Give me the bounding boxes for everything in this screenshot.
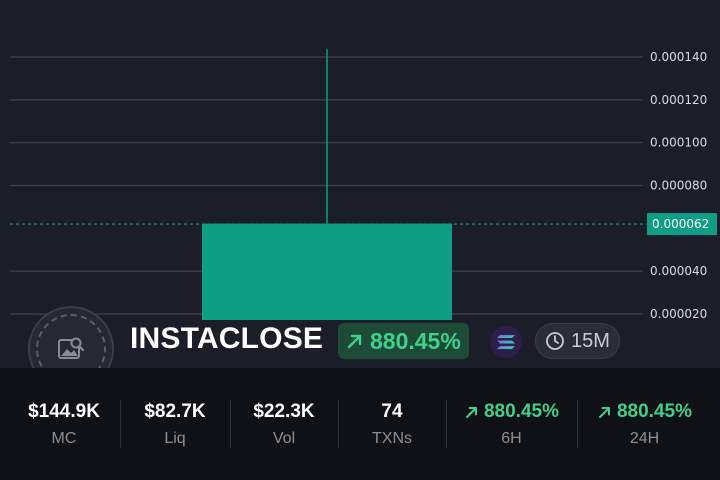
y-tick-label: 0.000040 (650, 264, 707, 278)
divider (230, 400, 231, 448)
y-tick-label: 0.000140 (650, 50, 707, 64)
interval-selector[interactable]: 15M (535, 323, 620, 359)
stat-market-cap: $144.9K MC (8, 400, 120, 450)
y-tick-label: 0.000080 (650, 179, 707, 193)
stat-label: Vol (272, 430, 296, 447)
arrow-up-right-icon (347, 334, 362, 349)
token-name: INSTACLOSE (130, 322, 324, 355)
solana-icon[interactable] (490, 326, 522, 358)
current-price-label: 0.000062 (652, 217, 709, 231)
stat-value: 880.45% (616, 401, 692, 422)
y-tick-label: 0.000100 (650, 136, 707, 150)
interval-label: 15M (571, 329, 610, 352)
stat-label: Liq (164, 430, 186, 447)
candle-body (202, 223, 452, 320)
current-price-tag (647, 213, 717, 236)
stat-liquidity: $82.7K Liq (120, 400, 230, 450)
stat-transactions: 74 TXNs (338, 400, 446, 450)
stat-volume: $22.3K Vol (230, 400, 338, 450)
clock-icon (546, 332, 564, 350)
divider (446, 400, 447, 448)
price-chart[interactable]: 0.000140 0.000120 0.000100 0.000080 0.000040… (0, 0, 720, 370)
stats-bar: $144.9K MC $82.7K Liq $22.3K Vol 74 TXNs… (0, 368, 720, 480)
stat-change-6h: 880.45% 6H (446, 400, 577, 450)
arrow-up-right-icon (598, 407, 610, 418)
y-tick-label: 0.000120 (650, 93, 707, 107)
stat-value: $22.3K (253, 401, 315, 422)
stat-label: 6H (501, 430, 522, 447)
token-header: INSTACLOSE 880.45% 15M (0, 300, 720, 392)
divider (120, 400, 121, 448)
stat-label: TXNs (372, 430, 412, 447)
stat-label: 24H (629, 430, 660, 447)
price-change-badge: 880.45% (338, 323, 469, 359)
image-search-icon (58, 337, 85, 359)
y-tick-label: 0.000020 (650, 307, 707, 321)
stat-value: 880.45% (483, 401, 559, 422)
arrow-up-right-icon (465, 407, 477, 418)
stat-change-24h: 880.45% 24H (577, 400, 712, 450)
price-change-value: 880.45% (370, 327, 461, 354)
stat-value: $144.9K (28, 401, 100, 422)
stat-value: 74 (381, 401, 403, 422)
stat-value: $82.7K (144, 401, 206, 422)
divider (338, 400, 339, 448)
divider (577, 400, 578, 448)
stat-label: MC (51, 430, 77, 447)
